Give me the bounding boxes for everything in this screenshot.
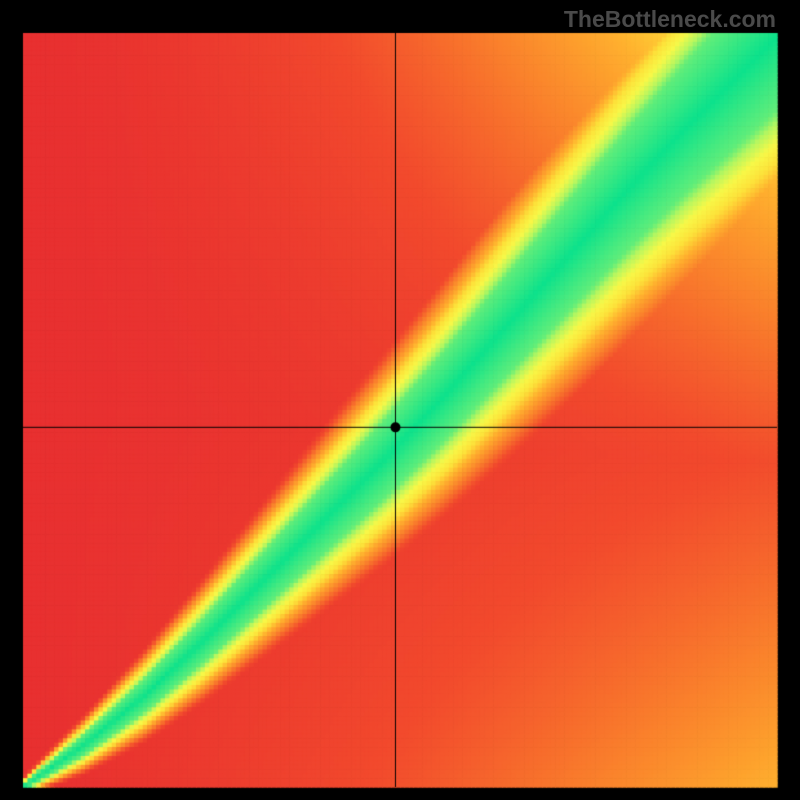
chart-container: { "watermark": { "text": "TheBottleneck.… — [0, 0, 800, 800]
watermark-text: TheBottleneck.com — [564, 6, 776, 33]
heatmap-canvas — [0, 0, 800, 800]
